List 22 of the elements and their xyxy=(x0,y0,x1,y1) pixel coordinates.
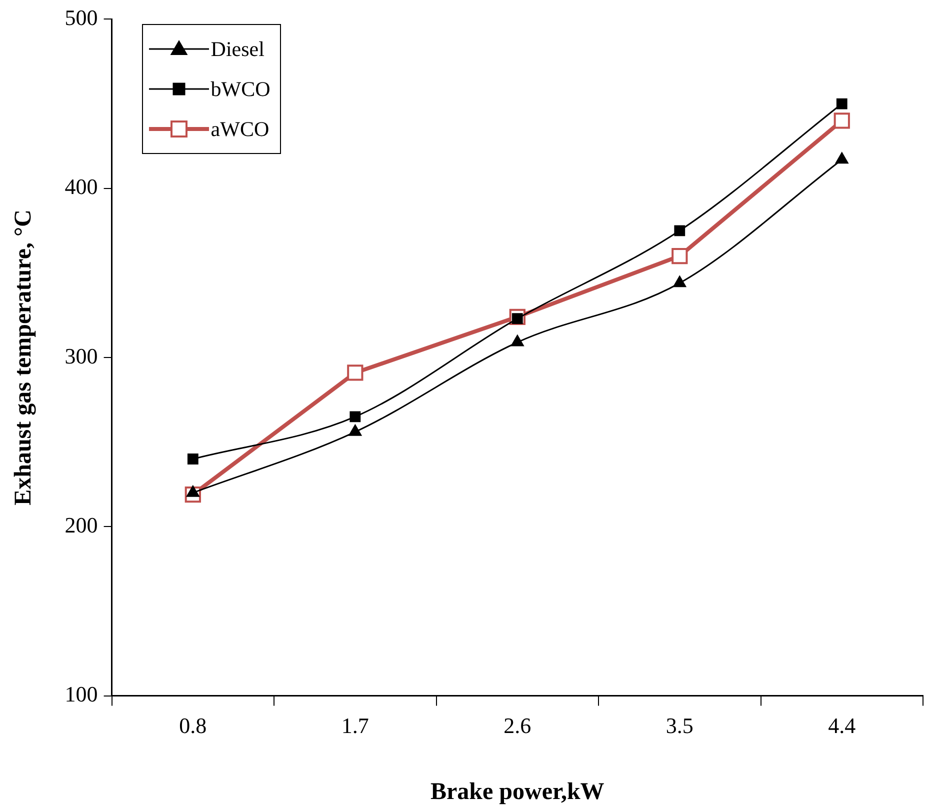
legend-label: bWCO xyxy=(210,76,270,102)
point xyxy=(834,112,850,129)
x-axis-title: Brake power,kW xyxy=(430,778,604,805)
point xyxy=(674,225,686,236)
point xyxy=(672,248,688,264)
y-tick-label: 200 xyxy=(64,512,98,538)
x-tick-label: 2.6 xyxy=(504,712,532,738)
point xyxy=(187,454,198,464)
x-tick-label: 0.8 xyxy=(179,712,207,738)
x-tick-label: 1.7 xyxy=(341,712,369,738)
x-tick-label: 4.4 xyxy=(828,712,856,738)
y-tick-label: 100 xyxy=(64,682,98,707)
legend-label: Diesel xyxy=(210,36,264,62)
point xyxy=(350,411,361,422)
point xyxy=(347,364,364,381)
y-axis-title: Exhaust gas temperature, °C xyxy=(10,210,37,506)
y-tick-label: 500 xyxy=(64,4,98,30)
y-tick-label: 300 xyxy=(64,343,98,368)
y-tick-label: 400 xyxy=(64,174,98,200)
point xyxy=(836,98,848,110)
legend-label: aWCO xyxy=(210,116,270,142)
x-tick-label: 3.5 xyxy=(666,712,694,738)
